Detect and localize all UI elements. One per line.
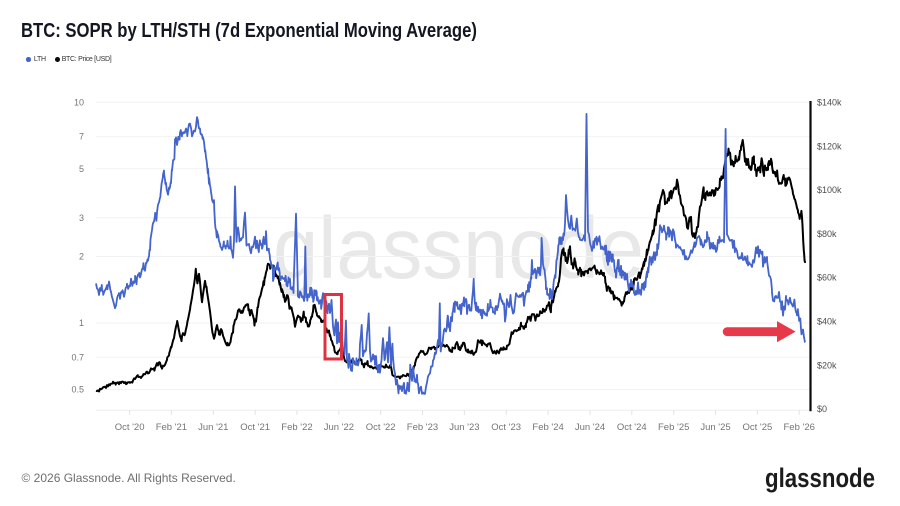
svg-text:glassnode: glassnode — [765, 464, 875, 493]
svg-text:1: 1 — [79, 318, 84, 328]
svg-text:$40k: $40k — [817, 317, 837, 327]
svg-text:Jun '21: Jun '21 — [198, 422, 228, 433]
svg-text:$100k: $100k — [817, 185, 842, 195]
svg-text:Feb '26: Feb '26 — [784, 422, 815, 433]
svg-text:Feb '21: Feb '21 — [156, 422, 187, 433]
svg-text:3: 3 — [79, 213, 84, 223]
svg-text:Feb '22: Feb '22 — [281, 422, 312, 433]
svg-text:0.7: 0.7 — [71, 352, 84, 362]
svg-text:0.5: 0.5 — [71, 385, 84, 395]
svg-text:$20k: $20k — [817, 360, 837, 370]
svg-text:Feb '25: Feb '25 — [658, 422, 689, 433]
svg-text:$60k: $60k — [817, 273, 837, 283]
svg-text:Oct '22: Oct '22 — [366, 422, 396, 433]
svg-text:Jun '23: Jun '23 — [449, 422, 479, 433]
svg-text:Jun '24: Jun '24 — [575, 422, 605, 433]
svg-text:Oct '24: Oct '24 — [617, 422, 647, 433]
svg-text:10: 10 — [74, 97, 84, 107]
svg-text:$140k: $140k — [817, 98, 842, 108]
svg-text:Jun '22: Jun '22 — [324, 422, 354, 433]
svg-text:$0: $0 — [817, 404, 827, 414]
svg-text:7: 7 — [79, 132, 84, 142]
svg-text:$80k: $80k — [817, 229, 837, 239]
svg-text:Oct '20: Oct '20 — [115, 422, 145, 433]
svg-text:Oct '23: Oct '23 — [491, 422, 521, 433]
svg-text:$120k: $120k — [817, 141, 842, 151]
svg-text:Oct '25: Oct '25 — [742, 422, 772, 433]
svg-text:Feb '24: Feb '24 — [532, 422, 563, 433]
svg-text:2: 2 — [79, 252, 84, 262]
svg-text:Feb '23: Feb '23 — [407, 422, 438, 433]
svg-text:glassnode: glassnode — [273, 200, 644, 297]
svg-text:Jun '25: Jun '25 — [700, 422, 730, 433]
svg-text:Oct '21: Oct '21 — [240, 422, 270, 433]
svg-text:5: 5 — [79, 164, 84, 174]
